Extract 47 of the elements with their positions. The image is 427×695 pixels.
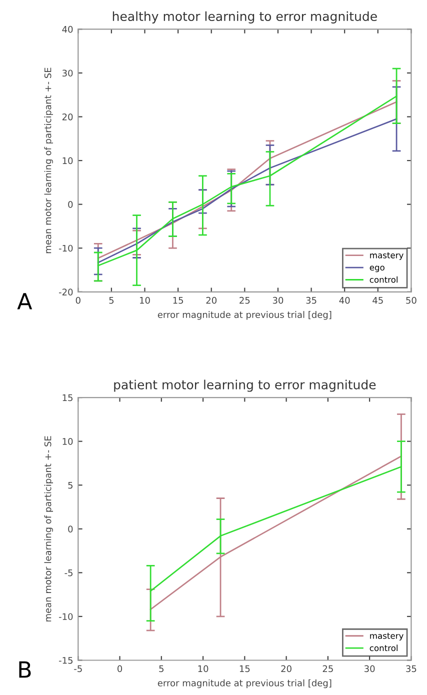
x-tick-label: 0	[76, 296, 80, 304]
legend-label: mastery	[370, 252, 404, 260]
x-axis-title: error magnitude at previous trial [deg]	[158, 311, 332, 320]
x-tick-label: 35	[306, 296, 316, 304]
x-tick-label: 20	[206, 296, 217, 304]
x-tick-label: 30	[364, 665, 375, 672]
x-tick-label: 15	[240, 665, 250, 672]
chart-title: patient motor learning to error magnitude	[114, 380, 376, 392]
y-tick-label: -5	[64, 570, 72, 576]
y-tick-label: 40	[62, 26, 73, 33]
x-tick-label: 25	[240, 296, 250, 304]
x-tick-label: 10	[140, 296, 150, 304]
x-tick-label: 45	[372, 297, 383, 304]
y-tick-label: 30	[62, 70, 73, 77]
y-tick-label: 0	[68, 201, 73, 208]
legend-label: mastery	[370, 632, 404, 641]
y-tick-label: 5	[68, 482, 72, 489]
x-tick-label: 25	[322, 665, 333, 672]
x-tick-label: 40	[339, 296, 350, 304]
x-tick-label: 35	[406, 665, 416, 672]
x-tick-label: 5	[159, 665, 164, 672]
x-tick-label: 5	[109, 297, 114, 304]
legend-label: ego	[370, 266, 384, 272]
y-tick-label: 20	[62, 113, 73, 120]
y-axis-title: mean motor learning of participant +- SE	[44, 436, 53, 622]
x-tick-label: 15	[173, 297, 184, 304]
x-axis-title: error magnitude at previous trial [deg]	[158, 679, 332, 688]
y-axis-title: mean motor learning of participant +- SE	[44, 68, 53, 254]
y-tick-label: -10	[58, 613, 73, 620]
x-tick-label: 10	[198, 665, 208, 672]
text: A	[17, 293, 32, 310]
x-tick-label: 0	[117, 665, 122, 672]
y-tick-label: 10	[62, 438, 73, 445]
y-tick-label: 0	[68, 526, 73, 532]
legend-label: control	[370, 276, 398, 283]
y-tick-label: -10	[58, 244, 73, 252]
text: B	[19, 661, 31, 678]
y-tick-label: -20	[58, 288, 73, 296]
y-tick-label: 15	[62, 394, 72, 402]
x-tick-label: 20	[281, 665, 292, 672]
chart-title: healthy motor learning to error magnitude	[112, 11, 377, 24]
legend-label: control	[370, 644, 398, 652]
y-tick-label: 10	[62, 157, 73, 164]
x-tick-label: 50	[406, 296, 416, 304]
x-tick-label: 30	[272, 296, 284, 304]
x-tick-label: -5	[74, 665, 82, 672]
y-tick-label: -15	[58, 657, 72, 664]
